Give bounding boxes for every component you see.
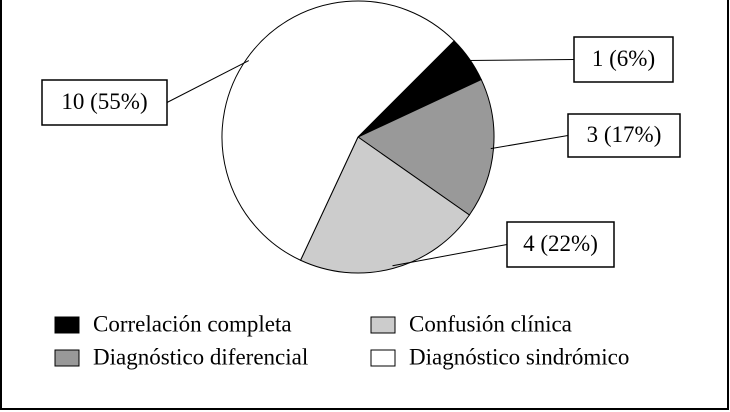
legend-swatch xyxy=(54,316,80,334)
data-label: 1 (6%) xyxy=(592,46,655,71)
label-box xyxy=(41,79,168,126)
data-label: 3 (17%) xyxy=(587,122,662,147)
pie-slice xyxy=(221,0,455,261)
label-box xyxy=(567,113,681,158)
data-label: 10 (55%) xyxy=(61,89,147,114)
legend-label: Correlación completa xyxy=(93,311,292,336)
legend-label: Diagnóstico diferencial xyxy=(93,344,308,369)
label-box xyxy=(506,221,615,268)
leader-line xyxy=(166,60,250,103)
legend-label: Diagnóstico sindrómico xyxy=(409,344,629,369)
legend-swatch xyxy=(54,349,80,367)
leader-line xyxy=(392,244,508,267)
data-label: 4 (22%) xyxy=(523,231,598,256)
leader-line xyxy=(490,135,569,150)
label-box xyxy=(573,36,674,83)
leader-line xyxy=(467,59,575,62)
legend-swatch xyxy=(370,349,396,367)
legend-swatch xyxy=(370,316,396,334)
pie-slice xyxy=(299,136,471,274)
legend-label: Confusión clínica xyxy=(409,311,572,336)
pie-slice xyxy=(357,78,495,216)
